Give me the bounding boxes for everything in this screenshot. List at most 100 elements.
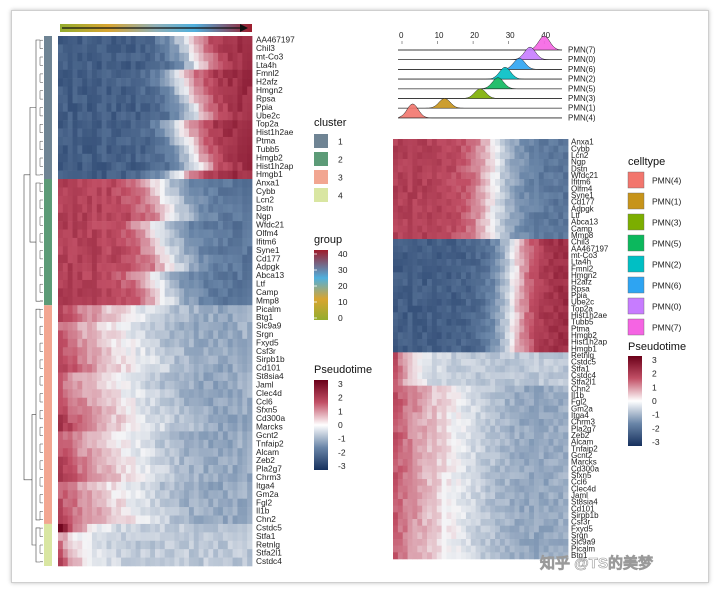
heat-cell — [548, 159, 554, 166]
heat-cell — [135, 330, 141, 340]
heat-cell — [475, 545, 481, 553]
heat-cell — [427, 265, 433, 273]
heat-cell — [485, 365, 491, 373]
heat-cell — [184, 86, 190, 96]
heat-cell — [475, 425, 481, 433]
heat-cell — [87, 254, 93, 264]
heat-cell — [519, 312, 525, 320]
heat-cell — [553, 199, 559, 206]
heat-cell — [446, 379, 452, 386]
heat-cell — [548, 452, 554, 460]
heat-cell — [490, 192, 496, 200]
heat-cell — [116, 338, 122, 348]
heat-cell — [499, 265, 506, 273]
heat-cell — [524, 379, 530, 386]
heat-cell — [475, 325, 481, 333]
heat-cell — [164, 422, 170, 432]
pseudotime-arrow-head — [240, 24, 248, 32]
heat-cell — [237, 389, 243, 399]
heat-cell — [87, 44, 93, 54]
heat-cell — [480, 145, 486, 153]
heat-cell — [480, 152, 486, 160]
heat-cell — [538, 179, 545, 186]
heat-cell — [121, 212, 127, 222]
heat-cell — [198, 498, 204, 508]
heat-cell — [155, 94, 161, 104]
heat-cell — [169, 221, 175, 230]
heat-cell — [82, 549, 88, 558]
heat-cell — [179, 448, 185, 457]
gene-label: Ltf — [256, 279, 266, 289]
heat-cell — [397, 425, 404, 433]
heat-cell — [193, 448, 200, 457]
heat-cell — [431, 492, 438, 500]
heat-cell — [77, 364, 83, 373]
heat-cell — [58, 330, 64, 340]
heat-cell — [67, 288, 73, 298]
heat-cell — [407, 399, 413, 406]
heat-cell — [461, 352, 467, 360]
heat-cell — [490, 339, 496, 346]
heat-cell — [91, 61, 98, 70]
heat-cell — [456, 425, 462, 433]
heat-cell — [397, 192, 404, 200]
heat-cell — [509, 452, 515, 460]
heat-cell — [213, 195, 219, 205]
heat-cell — [106, 439, 112, 449]
heat-cell — [91, 263, 98, 272]
heat-cell — [159, 523, 166, 533]
heat-cell — [203, 136, 209, 146]
heat-cell — [495, 165, 501, 173]
heat-cell — [431, 545, 438, 553]
heat-cell — [203, 322, 209, 331]
heat-cell — [485, 405, 491, 413]
heat-cell — [461, 472, 467, 480]
heat-cell — [475, 305, 481, 313]
heat-cell — [58, 179, 64, 188]
heat-cell — [412, 545, 418, 553]
heat-cell — [431, 359, 438, 366]
heat-cell — [446, 205, 452, 213]
heat-cell — [529, 259, 535, 266]
heat-cell — [193, 254, 200, 264]
heat-cell — [519, 299, 525, 306]
dendro-branch — [39, 325, 43, 335]
heat-cell — [465, 532, 472, 540]
heat-cell — [456, 405, 462, 413]
heat-cell — [519, 545, 525, 553]
heat-cell — [499, 352, 506, 360]
heat-cell — [184, 221, 190, 230]
heat-cell — [135, 86, 141, 96]
heat-cell — [159, 448, 166, 457]
heat-cell — [82, 296, 88, 306]
heat-cell — [91, 237, 98, 247]
heat-cell — [524, 512, 530, 520]
heat-cell — [82, 179, 88, 188]
heat-cell — [504, 459, 511, 466]
heat-cell — [227, 103, 233, 113]
heat-cell — [62, 271, 69, 281]
heat-cell — [213, 549, 219, 558]
heat-cell — [101, 406, 107, 415]
heat-cell — [222, 490, 229, 499]
heat-cell — [58, 263, 64, 272]
heat-cell — [140, 456, 146, 466]
heat-cell — [203, 204, 209, 213]
heat-cell — [174, 397, 180, 407]
heat-cell — [504, 345, 511, 353]
dendro-branch — [35, 527, 40, 563]
heat-cell — [125, 246, 132, 256]
heat-cell — [101, 380, 107, 390]
heat-cell — [553, 205, 559, 213]
gene-label: Slc9a9 — [256, 321, 282, 331]
heat-cell — [227, 78, 233, 87]
heat-cell — [490, 379, 496, 386]
heat-cell — [227, 397, 233, 407]
heat-cell — [91, 111, 98, 121]
heat-cell — [431, 312, 438, 320]
heat-cell — [193, 355, 200, 365]
heat-cell — [125, 422, 132, 432]
heat-cell — [247, 557, 253, 567]
heat-cell — [237, 162, 243, 171]
heat-cell — [164, 136, 170, 146]
